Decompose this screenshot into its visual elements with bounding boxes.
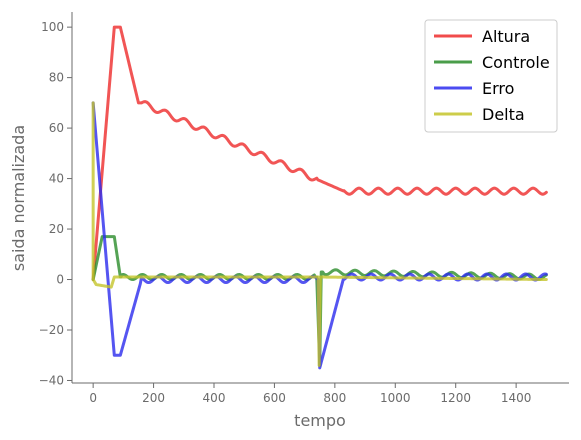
- legend-box: [424, 19, 558, 133]
- y-tick-label: −40: [39, 373, 64, 387]
- axes: [71, 12, 569, 384]
- y-tick-label: 80: [49, 71, 64, 85]
- x-tick-label: 1000: [380, 391, 411, 405]
- y-tick-label: −20: [39, 323, 64, 337]
- x-tick-label: 1400: [501, 391, 532, 405]
- x-tick-label: 800: [323, 391, 346, 405]
- series-line-delta: [91, 101, 548, 367]
- y-tick-label: 20: [49, 222, 64, 236]
- legend-label-erro: Erro: [482, 79, 514, 98]
- legend-label-altura: Altura: [482, 27, 530, 46]
- x-ticks: 0 200 400 600 800 1000 1200 1400: [89, 383, 531, 405]
- y-tick-label: 40: [49, 172, 64, 186]
- y-ticks: −40 −20 0 20 40 60 80 100: [39, 20, 72, 387]
- series-layer: [91, 25, 548, 370]
- y-tick-label: 100: [41, 20, 64, 34]
- x-tick-label: 200: [142, 391, 165, 405]
- x-tick-label: 0: [89, 391, 97, 405]
- legend-label-delta: Delta: [482, 105, 525, 124]
- y-tick-label: 60: [49, 121, 64, 135]
- y-axis-label: saida normalizada: [9, 125, 28, 271]
- x-tick-label: 1200: [440, 391, 471, 405]
- y-tick-label: 0: [56, 273, 64, 287]
- x-tick-label: 600: [263, 391, 286, 405]
- legend: Altura Controle Erro Delta: [424, 19, 558, 133]
- x-axis-label: tempo: [294, 411, 346, 430]
- x-tick-label: 400: [203, 391, 226, 405]
- series-line-altura: [91, 25, 548, 282]
- legend-label-controle: Controle: [482, 53, 550, 72]
